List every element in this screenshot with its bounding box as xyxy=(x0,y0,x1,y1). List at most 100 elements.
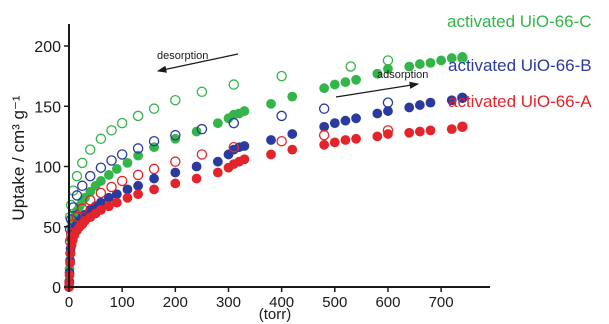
desorption-point xyxy=(276,135,287,147)
desorption-point xyxy=(276,70,287,82)
adsorption-point xyxy=(287,144,298,155)
legend-label-uio-66-b: activated UiO-66-B xyxy=(448,56,592,75)
desorption-point xyxy=(196,123,208,135)
desorption-point xyxy=(77,203,88,214)
adsorption-point xyxy=(446,124,457,135)
desorption-point xyxy=(148,163,160,175)
adsorption-point xyxy=(319,83,330,94)
adsorption-point xyxy=(111,189,122,200)
series-uio-66-b xyxy=(64,92,468,292)
desorption-point xyxy=(148,135,160,147)
adsorption-point xyxy=(372,131,383,142)
adsorption-point xyxy=(351,74,361,85)
adsorption-point xyxy=(319,139,330,150)
adsorption-point xyxy=(383,129,393,139)
adsorption-point xyxy=(340,77,351,88)
adsorption-point xyxy=(340,115,351,126)
adsorption-point xyxy=(457,51,468,62)
desorption-point xyxy=(95,133,107,145)
desorption-point xyxy=(71,190,83,201)
desorption-point xyxy=(228,141,240,153)
adsorption-point xyxy=(425,57,436,68)
adsorption-point xyxy=(133,189,144,200)
adsorption-point xyxy=(287,129,298,139)
x-axis-title: (torr) xyxy=(259,306,292,323)
desorption-point xyxy=(132,110,144,122)
y-tick-label: 50 xyxy=(43,220,61,237)
desorption-point xyxy=(170,156,181,167)
adsorption-point xyxy=(329,118,340,129)
adsorption-point xyxy=(351,133,361,144)
desorption-point xyxy=(77,157,88,169)
adsorption-point xyxy=(372,68,383,79)
adsorption-point xyxy=(95,197,106,208)
adsorption-point xyxy=(122,192,133,203)
desorption-point xyxy=(345,61,356,72)
x-axis-ticks: 0 100 200 300 400 500 600 700 xyxy=(65,287,454,311)
x-tick-label: 0 xyxy=(65,294,73,311)
desorption-point xyxy=(116,175,128,187)
adsorption-point xyxy=(133,180,144,191)
desorption-point xyxy=(170,129,181,141)
y-tick-label: 150 xyxy=(34,99,61,116)
adsorption-point xyxy=(103,201,114,212)
data-points xyxy=(64,51,468,292)
adsorption-point xyxy=(133,150,144,161)
adsorption-point xyxy=(191,126,202,137)
adsorption-point xyxy=(111,164,122,174)
adsorption-point xyxy=(425,125,436,136)
adsorption-point xyxy=(287,91,298,102)
y-axis-title: Uptake / cm³ g⁻¹ xyxy=(9,95,28,221)
adsorption-point xyxy=(266,135,276,145)
desorption-point xyxy=(106,125,117,136)
adsorption-point xyxy=(404,102,415,113)
desorption-point xyxy=(106,181,117,193)
legend-label-uio-66-c: activated UiO-66-C xyxy=(447,12,592,31)
adsorption-arrow xyxy=(335,81,420,98)
adsorption-point xyxy=(122,157,133,168)
x-tick-label: 700 xyxy=(429,294,454,311)
adsorption-point xyxy=(383,63,393,74)
x-tick-label: 500 xyxy=(322,294,347,311)
adsorption-point xyxy=(191,173,202,184)
desorption-point xyxy=(85,194,96,206)
adsorption-point xyxy=(212,167,223,178)
adsorption-point xyxy=(319,121,330,132)
y-tick-label: 0 xyxy=(52,280,61,297)
desorption-point xyxy=(228,117,240,129)
adsorption-point xyxy=(351,113,361,124)
x-tick-label: 400 xyxy=(269,294,294,311)
adsorption-point xyxy=(111,197,122,208)
desorption-point xyxy=(132,169,144,181)
desorption-point xyxy=(196,149,208,160)
desorption-point xyxy=(85,170,96,182)
adsorption-point xyxy=(329,137,340,148)
adsorption-point xyxy=(404,127,415,138)
x-tick-label: 300 xyxy=(216,294,241,311)
desorption-point xyxy=(95,187,107,199)
adsorption-point xyxy=(414,59,425,69)
desorption-point xyxy=(318,129,330,141)
x-tick-label: 100 xyxy=(110,294,135,311)
adsorption-point xyxy=(404,61,415,72)
desorption-label: desorption xyxy=(157,50,208,62)
y-tick-label: 200 xyxy=(34,39,61,56)
x-tick-label: 200 xyxy=(163,294,188,311)
series-uio-66-a xyxy=(64,121,468,292)
desorption-point xyxy=(116,149,128,160)
adsorption-point xyxy=(239,141,250,151)
y-tick-label: 100 xyxy=(34,160,61,177)
adsorption-point xyxy=(149,184,159,195)
desorption-point xyxy=(228,79,240,90)
adsorption-point xyxy=(446,53,457,63)
adsorption-point xyxy=(266,149,276,160)
adsorption-point xyxy=(212,156,223,167)
adsorption-point xyxy=(65,248,76,259)
adsorption-point xyxy=(122,184,133,195)
x-tick-label: 600 xyxy=(375,294,400,311)
adsorption-point xyxy=(383,106,393,116)
adsorption-point xyxy=(446,95,457,106)
desorption-point xyxy=(116,117,128,129)
desorption-point xyxy=(148,103,160,114)
adsorption-point xyxy=(95,204,106,215)
